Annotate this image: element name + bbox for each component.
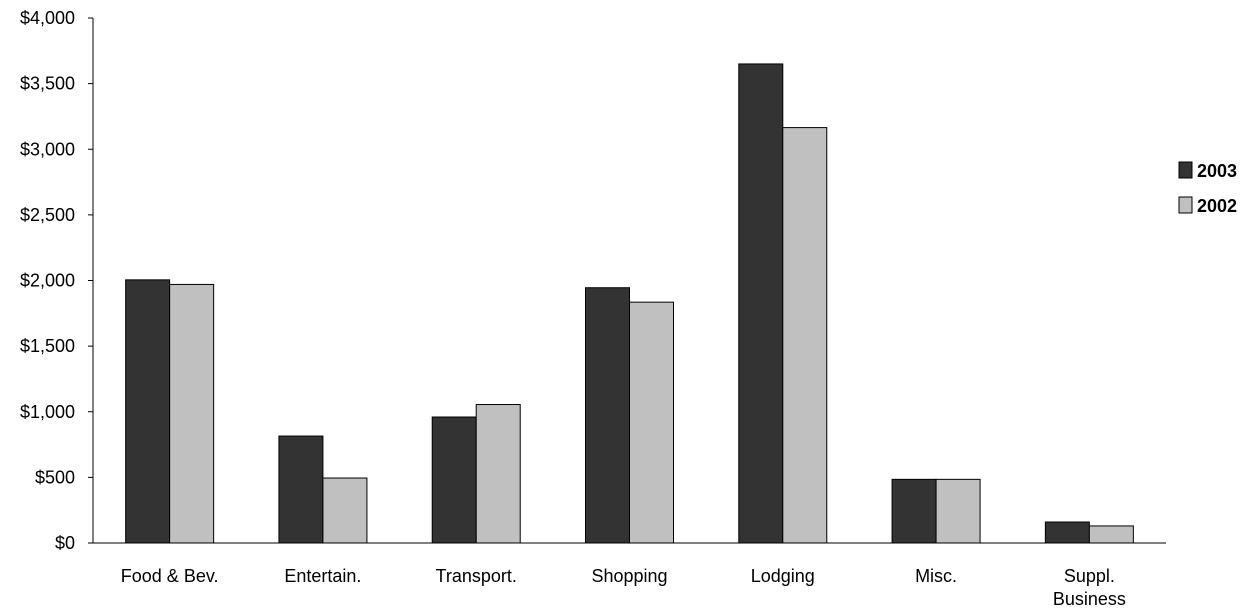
legend-swatch-2003 [1178, 161, 1193, 179]
x-category-label: Entertain. [284, 566, 361, 586]
bar-2002-1 [322, 477, 368, 544]
y-tick-label: $2,000 [20, 271, 75, 291]
y-tick-label: $1,500 [20, 336, 75, 356]
y-tick-label: $2,500 [20, 205, 75, 225]
bar-2003-5 [891, 478, 937, 544]
x-category-label: Misc. [915, 566, 957, 586]
bar-2003-3 [585, 287, 630, 544]
bar-2003-6 [1044, 521, 1090, 544]
legend-swatch-2002 [1178, 196, 1193, 214]
bar-2002-2 [475, 404, 521, 544]
bar-2003-0 [125, 279, 171, 544]
bar-2002-6 [1088, 525, 1134, 544]
bar-2002-3 [629, 301, 674, 544]
bar-2002-4 [782, 127, 828, 544]
bars-layer [125, 63, 1134, 544]
x-category-label: Food & Bev. [121, 566, 219, 586]
y-tick-label: $4,000 [20, 8, 75, 28]
legend-label: 2003 [1197, 161, 1237, 181]
x-category-label: Business [1053, 589, 1126, 609]
y-tick-label: $1,000 [20, 402, 75, 422]
bar-2003-2 [431, 416, 477, 544]
x-category-label: Lodging [751, 566, 815, 586]
y-tick-label: $500 [35, 467, 75, 487]
x-category-label: Shopping [591, 566, 667, 586]
x-axis: Food & Bev. Entertain. Transport. Shopping L… [93, 542, 1166, 609]
x-category-label: Transport. [436, 566, 517, 586]
y-axis: $0 $500 $1,000 $1,500 $2,000 $2,500 $3,000 $3,5… [20, 8, 94, 553]
bar-2003-1 [278, 435, 324, 544]
y-tick-label: $3,500 [20, 74, 75, 94]
y-tick-label: $3,000 [20, 139, 75, 159]
legend: 2003 2002 [1178, 161, 1237, 216]
bar-2002-5 [935, 478, 981, 544]
bar-2003-4 [738, 63, 784, 544]
bar-2002-0 [169, 283, 215, 544]
y-tick-label: $0 [55, 533, 75, 553]
x-category-label: Suppl. [1064, 566, 1115, 586]
legend-label: 2002 [1197, 196, 1237, 216]
